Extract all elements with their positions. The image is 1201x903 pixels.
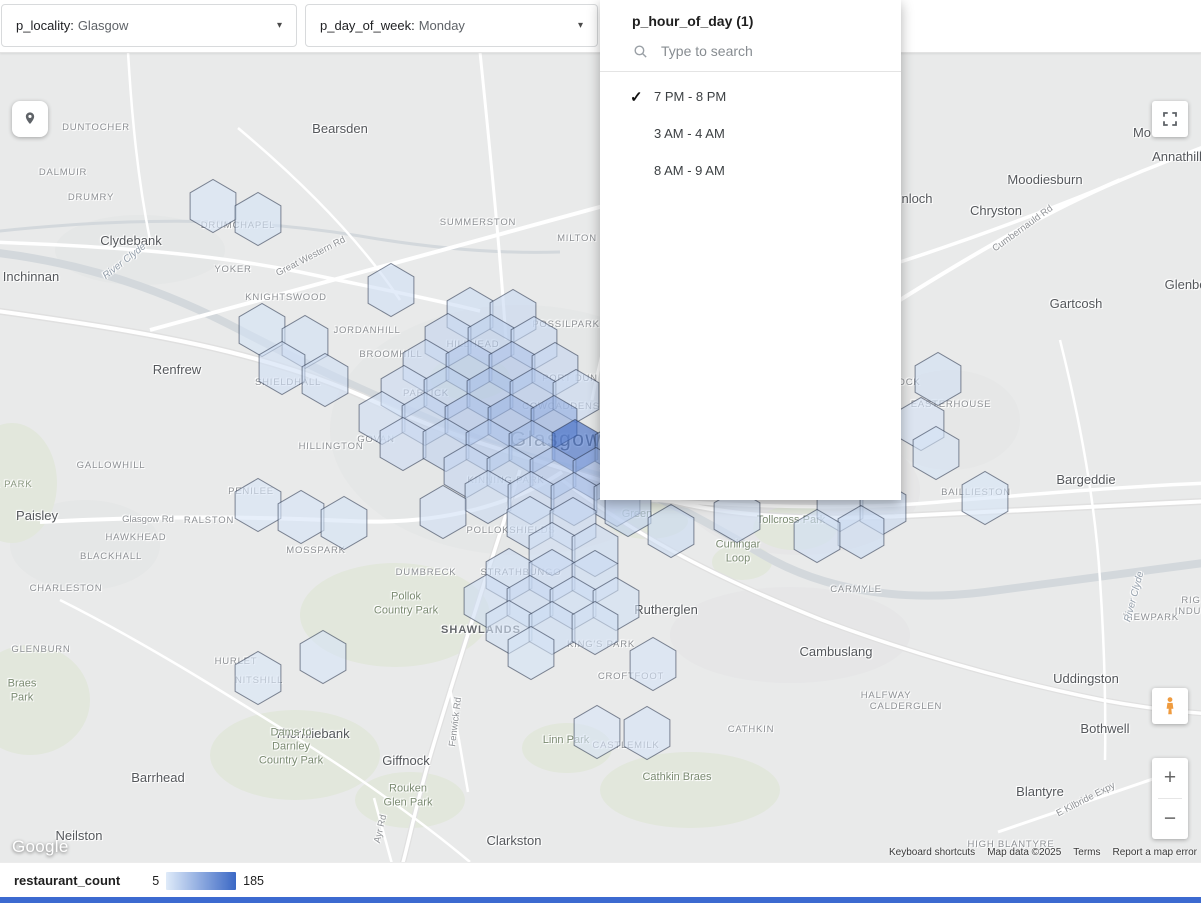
hour-option[interactable]: 3 AM - 4 AM — [600, 115, 901, 152]
chevron-down-icon: ▾ — [276, 20, 282, 31]
hexbin-cell[interactable] — [320, 495, 368, 551]
hexbin-cell[interactable] — [301, 352, 349, 408]
locality-filter-value: Glasgow — [77, 18, 129, 33]
report-map-error-link[interactable]: Report a map error — [1112, 847, 1197, 858]
hexbin-cell[interactable] — [419, 484, 467, 540]
hexbin-cell[interactable] — [367, 262, 415, 318]
hexbin-cell[interactable] — [961, 470, 1009, 526]
hexbin-cell[interactable] — [573, 704, 621, 760]
terms-link[interactable]: Terms — [1073, 847, 1101, 858]
panel-title: p_hour_of_day (1) — [632, 13, 754, 29]
hexbin-cell[interactable] — [647, 503, 695, 559]
map-attribution: Keyboard shortcuts Map data ©2025 Terms … — [889, 847, 1197, 858]
hexbin-cell[interactable] — [571, 600, 619, 656]
hexbin-cell[interactable] — [912, 425, 960, 481]
google-logo[interactable]: Google — [12, 837, 69, 856]
pegman-icon — [1166, 697, 1174, 715]
check-icon: ✓ — [630, 88, 643, 106]
zoom-control: + − — [1152, 758, 1188, 839]
locality-filter-name: p_locality: — [16, 18, 74, 33]
map-data-text: Map data ©2025 — [987, 847, 1062, 858]
hour-options-list: ✓ 7 PM - 8 PM 3 AM - 4 AM 8 AM - 9 AM — [600, 78, 901, 189]
hexbin-cell[interactable] — [793, 508, 841, 564]
chevron-down-icon: ▾ — [577, 20, 583, 31]
hexbin-cell[interactable] — [277, 489, 325, 545]
day-of-week-filter-value: Monday — [418, 18, 465, 33]
legend-gradient — [166, 871, 237, 890]
recenter-button[interactable] — [12, 101, 48, 137]
legend-min-value: 5 — [152, 873, 160, 888]
fullscreen-button[interactable] — [1152, 101, 1188, 137]
legend-bar: restaurant_count 5 185 — [0, 862, 1201, 898]
hexbin-cell[interactable] — [234, 650, 282, 706]
horizontal-scrollbar[interactable] — [0, 897, 1201, 903]
hexbin-cell[interactable] — [623, 705, 671, 761]
legend-max-value: 185 — [243, 873, 265, 888]
zoom-out-button[interactable]: − — [1163, 807, 1177, 830]
hour-option-label: 8 AM - 9 AM — [654, 163, 725, 178]
hour-option-label: 7 PM - 8 PM — [654, 89, 727, 104]
search-row — [600, 37, 901, 72]
locality-filter[interactable]: p_locality: Glasgow ▾ — [1, 4, 297, 47]
zoom-divider — [1158, 798, 1182, 799]
search-icon — [634, 44, 647, 58]
hour-option[interactable]: 8 AM - 9 AM — [600, 152, 901, 189]
hour-option[interactable]: ✓ 7 PM - 8 PM — [600, 78, 901, 115]
hexbin-cell[interactable] — [189, 178, 237, 234]
hexbin-cell[interactable] — [914, 351, 962, 407]
pegman-button[interactable] — [1152, 688, 1188, 724]
day-of-week-filter-name: p_day_of_week: — [320, 18, 415, 33]
legend-field-label: restaurant_count — [14, 873, 121, 888]
location-pin-icon — [25, 112, 35, 124]
hexbin-cell[interactable] — [234, 191, 282, 247]
hexbin-cell[interactable] — [507, 625, 555, 681]
hour-of-day-dropdown-panel: p_hour_of_day (1) ✓ 7 PM - 8 PM 3 AM - 4 A… — [600, 0, 901, 500]
hexbin-cell[interactable] — [299, 629, 347, 685]
hour-option-label: 3 AM - 4 AM — [654, 126, 725, 141]
search-input[interactable] — [659, 42, 885, 60]
fullscreen-icon — [1163, 112, 1177, 126]
day-of-week-filter[interactable]: p_day_of_week: Monday ▾ — [305, 4, 598, 47]
keyboard-shortcuts-link[interactable]: Keyboard shortcuts — [889, 847, 976, 858]
filter-bar: p_locality: Glasgow ▾ p_day_of_week: Mon… — [0, 0, 1201, 53]
hexbin-cell[interactable] — [234, 477, 282, 533]
hexbin-cell[interactable] — [629, 636, 677, 692]
zoom-in-button[interactable]: + — [1163, 766, 1177, 789]
